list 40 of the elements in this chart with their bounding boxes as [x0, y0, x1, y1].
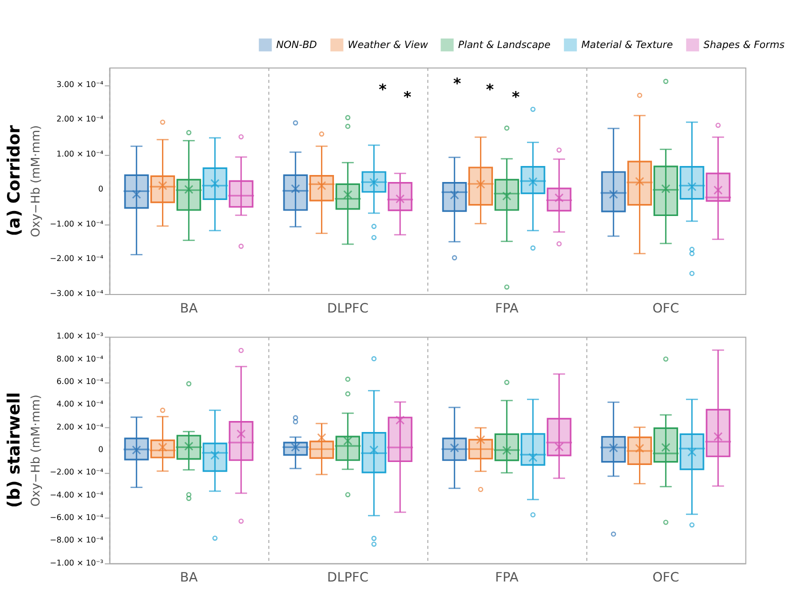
y-axis-title: Oxy−Hb (mM·mm) — [28, 394, 43, 506]
x-tick-label: OFC — [652, 570, 680, 586]
x-tick-label: DLPFC — [327, 301, 368, 316]
y-tick-label: −2.00 × 10⁻⁴ — [50, 254, 104, 264]
y-tick-label: −4.00 × 10⁻⁴ — [50, 490, 104, 500]
x-tick-label: OFC — [652, 301, 680, 316]
y-tick-label: −1.00 × 10⁻³ — [50, 558, 104, 568]
y-axis-title: Oxy−Hb (mM·mm) — [28, 125, 43, 238]
text: (b) stairwell — [3, 392, 24, 508]
y-tick-label: −8.00 × 10⁻⁴ — [50, 536, 104, 545]
annotation: * — [512, 88, 520, 106]
x-tick-label: FPA — [495, 301, 519, 316]
legend-label: Material & Texture — [581, 40, 673, 51]
x-tick-label: FPA — [495, 570, 519, 586]
y-tick-label: 0 — [98, 445, 104, 454]
annotation: * — [453, 74, 462, 92]
y-tick-label: 1.00 × 10⁻³ — [56, 332, 104, 341]
legend-label: Shapes & Forms — [704, 40, 785, 51]
x-tick-label: BA — [180, 301, 198, 316]
y-tick-label: −6.00 × 10⁻⁴ — [50, 512, 104, 522]
y-tick-label: 2.00 × 10⁻⁴ — [56, 114, 104, 124]
x-tick-label: BA — [180, 570, 198, 586]
legend-label: Weather & View — [348, 40, 429, 51]
y-tick-label: −2.00 × 10⁻⁴ — [50, 468, 104, 477]
y-tick-label: 4.00 × 10⁻⁴ — [56, 400, 104, 409]
legend-label: Plant & Landscape — [458, 40, 550, 51]
y-tick-label: 6.00 × 10⁻⁴ — [56, 377, 104, 386]
legend-label: NON-BD — [276, 40, 318, 51]
x-tick-label: DLPFC — [327, 570, 368, 586]
y-tick-label: 0 — [98, 184, 104, 194]
annotation: * — [404, 88, 412, 106]
text: (a) Corridor — [3, 124, 24, 236]
y-tick-label: 1.00 × 10⁻⁴ — [56, 150, 104, 159]
y-tick-label: 3.00 × 10⁻⁴ — [56, 80, 104, 89]
y-tick-label: −3.00 × 10⁻⁴ — [50, 289, 104, 298]
y-tick-label: 2.00 × 10⁻⁴ — [56, 422, 104, 432]
y-tick-label: −1.00 × 10⁻⁴ — [50, 219, 104, 228]
annotation: * — [378, 80, 387, 98]
annotation: * — [486, 80, 494, 98]
y-tick-label: 8.00 × 10⁻⁴ — [56, 354, 104, 364]
